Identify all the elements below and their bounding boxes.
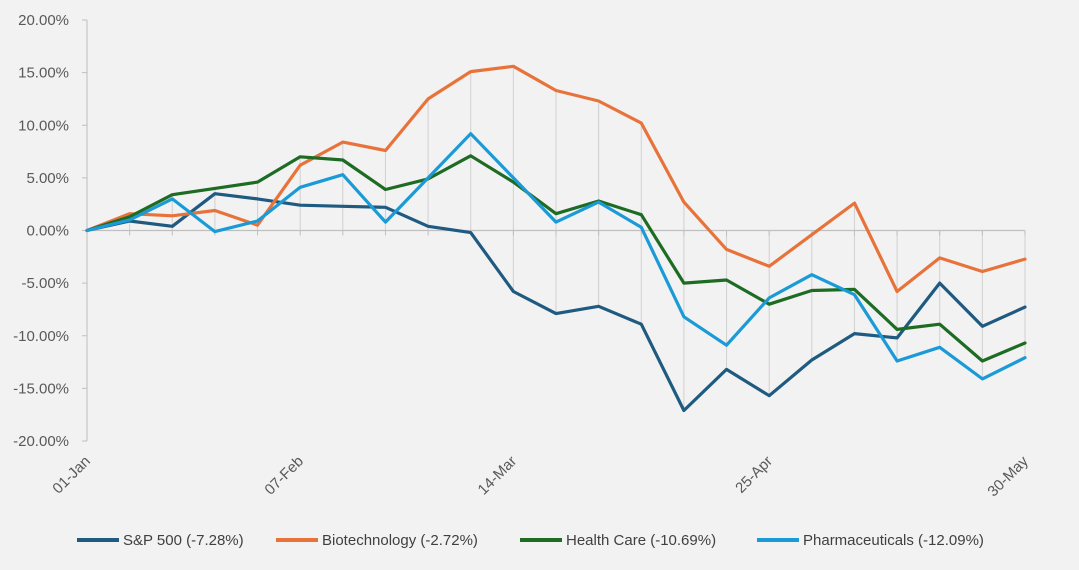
legend-label: Pharmaceuticals (-12.09%) [803, 532, 984, 549]
x-tick-label: 07-Feb [261, 453, 307, 499]
y-tick-label: 10.00% [18, 117, 69, 134]
x-tick-label: 25-Apr [732, 453, 776, 497]
y-tick-label: 20.00% [18, 12, 69, 29]
y-tick-label: -10.00% [13, 328, 69, 345]
x-tick-label: 14-Mar [475, 453, 521, 499]
y-tick-label: -20.00% [13, 433, 69, 450]
legend-label: S&P 500 (-7.28%) [123, 532, 244, 549]
series-line [85, 132, 1027, 381]
y-tick-label: -15.00% [13, 380, 69, 397]
series-line [85, 192, 1027, 413]
y-tick-label: 5.00% [26, 170, 69, 187]
y-tick-label: 0.00% [26, 223, 69, 240]
legend-label: Health Care (-10.69%) [566, 532, 716, 549]
series-line [85, 64, 1027, 294]
x-tick-label: 30-May [984, 452, 1032, 500]
y-tick-label: 15.00% [18, 65, 69, 82]
series-line [85, 154, 1027, 363]
x-tick-label: 01-Jan [49, 453, 93, 497]
legend-label: Biotechnology (-2.72%) [322, 532, 478, 549]
y-tick-label: -5.00% [21, 275, 69, 292]
